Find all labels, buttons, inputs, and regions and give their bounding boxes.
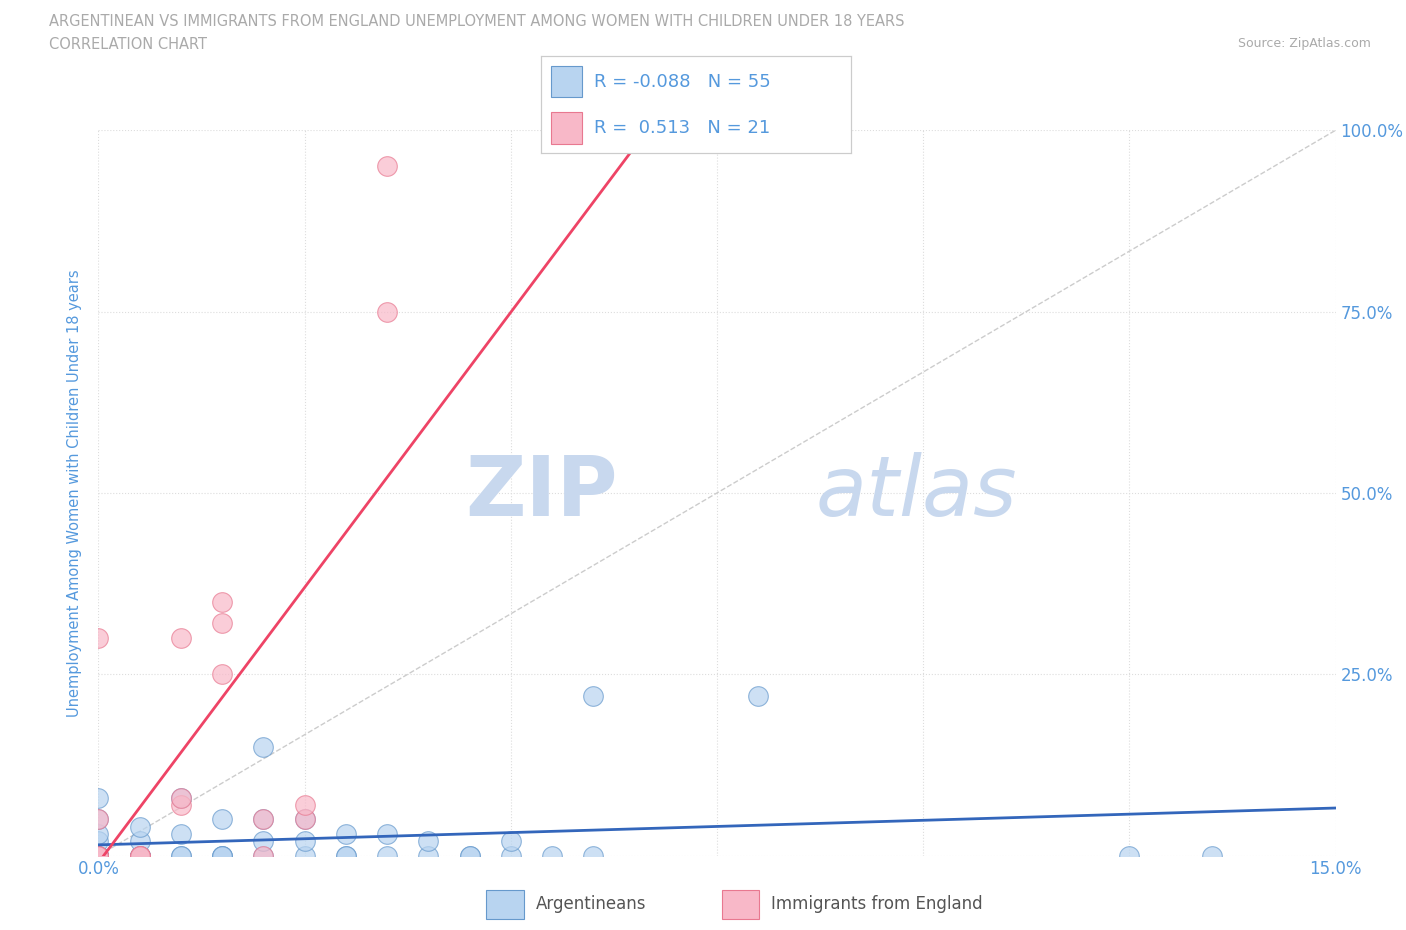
Point — [128, 848, 150, 863]
Point — [128, 833, 150, 848]
Point — [170, 827, 193, 842]
Point — [499, 833, 522, 848]
Point — [582, 848, 605, 863]
Point — [87, 848, 110, 863]
Text: Source: ZipAtlas.com: Source: ZipAtlas.com — [1237, 37, 1371, 50]
Point — [211, 667, 233, 682]
Point — [252, 848, 274, 863]
Point — [170, 631, 193, 645]
Text: R = -0.088   N = 55: R = -0.088 N = 55 — [593, 73, 770, 91]
Point — [128, 848, 150, 863]
Point — [170, 797, 193, 812]
Point — [375, 159, 398, 174]
Point — [418, 848, 440, 863]
Point — [87, 848, 110, 863]
Y-axis label: Unemployment Among Women with Children Under 18 years: Unemployment Among Women with Children U… — [67, 269, 83, 717]
Point — [375, 848, 398, 863]
Point — [87, 848, 110, 863]
Point — [87, 848, 110, 863]
Point — [87, 848, 110, 863]
Point — [211, 594, 233, 609]
Point — [211, 812, 233, 827]
Point — [294, 833, 316, 848]
Point — [170, 848, 193, 863]
Point — [87, 848, 110, 863]
Point — [294, 812, 316, 827]
Point — [87, 827, 110, 842]
Point — [87, 848, 110, 863]
Text: Argentineans: Argentineans — [536, 896, 647, 913]
Point — [87, 848, 110, 863]
Point — [211, 848, 233, 863]
Point — [87, 812, 110, 827]
Point — [252, 812, 274, 827]
Point — [87, 790, 110, 805]
Point — [335, 848, 357, 863]
Point — [211, 616, 233, 631]
Point — [128, 819, 150, 834]
Point — [87, 848, 110, 863]
Point — [87, 833, 110, 848]
Point — [294, 797, 316, 812]
Text: R =  0.513   N = 21: R = 0.513 N = 21 — [593, 118, 770, 137]
Point — [418, 833, 440, 848]
Point — [335, 848, 357, 863]
Bar — [551, 113, 582, 144]
Point — [294, 812, 316, 827]
Point — [170, 790, 193, 805]
Point — [294, 848, 316, 863]
Point — [252, 812, 274, 827]
Point — [541, 848, 564, 863]
Text: atlas: atlas — [815, 452, 1018, 534]
Point — [499, 848, 522, 863]
Point — [87, 848, 110, 863]
Point — [87, 812, 110, 827]
Point — [458, 848, 481, 863]
Text: ARGENTINEAN VS IMMIGRANTS FROM ENGLAND UNEMPLOYMENT AMONG WOMEN WITH CHILDREN UN: ARGENTINEAN VS IMMIGRANTS FROM ENGLAND U… — [49, 14, 904, 29]
Point — [87, 848, 110, 863]
Point — [1118, 848, 1140, 863]
Point — [87, 848, 110, 863]
Point — [170, 790, 193, 805]
Point — [582, 688, 605, 703]
Point — [458, 848, 481, 863]
Point — [87, 848, 110, 863]
Point — [211, 848, 233, 863]
Point — [1201, 848, 1223, 863]
Point — [375, 827, 398, 842]
Point — [128, 848, 150, 863]
Point — [252, 848, 274, 863]
Bar — [486, 890, 523, 919]
Point — [128, 848, 150, 863]
Text: ZIP: ZIP — [465, 452, 619, 534]
Bar — [551, 66, 582, 97]
Point — [252, 739, 274, 754]
Point — [747, 688, 769, 703]
Point — [211, 848, 233, 863]
Point — [87, 848, 110, 863]
Point — [128, 848, 150, 863]
Point — [87, 631, 110, 645]
Text: CORRELATION CHART: CORRELATION CHART — [49, 37, 207, 52]
Point — [170, 848, 193, 863]
Point — [335, 827, 357, 842]
Point — [375, 304, 398, 319]
Point — [87, 848, 110, 863]
Point — [87, 848, 110, 863]
Text: Immigrants from England: Immigrants from England — [770, 896, 983, 913]
Point — [128, 848, 150, 863]
Point — [252, 833, 274, 848]
Point — [128, 848, 150, 863]
Bar — [721, 890, 759, 919]
Point — [87, 848, 110, 863]
